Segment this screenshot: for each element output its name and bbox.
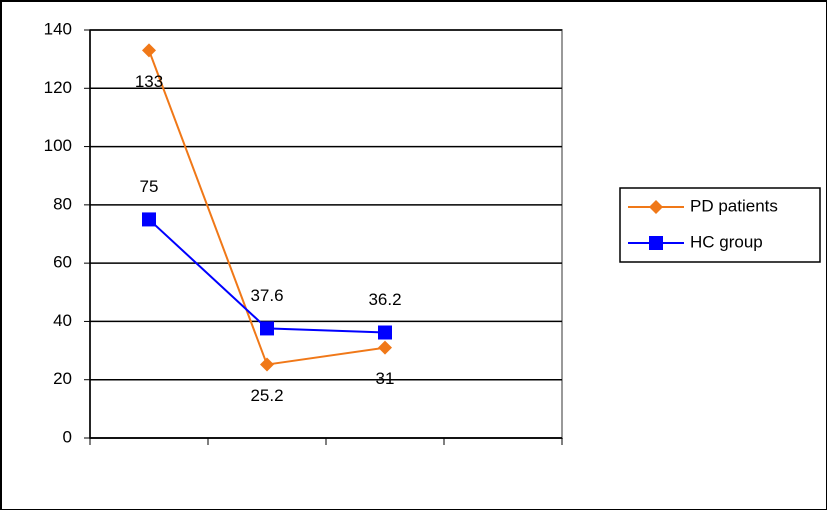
y-tick-label: 40: [53, 311, 72, 330]
chart: 0 20 40 60 80 100 120 140 133 25.2 31 75 37.6 36.2 PD …: [0, 0, 827, 510]
y-tick-label: 120: [44, 78, 72, 97]
legend-label: HC group: [690, 232, 763, 251]
legend-label: PD patients: [690, 196, 778, 215]
y-tick-label: 60: [53, 253, 72, 272]
y-tick-label: 80: [53, 194, 72, 213]
y-tick-label: 140: [44, 19, 72, 38]
data-label: 133: [135, 72, 163, 91]
data-point: [649, 236, 663, 250]
data-label: 25.2: [250, 386, 283, 405]
y-tick-label: 100: [44, 136, 72, 155]
data-point: [260, 321, 274, 335]
data-label: 36.2: [368, 290, 401, 309]
data-point: [378, 326, 392, 340]
data-label: 31: [376, 369, 395, 388]
data-point: [142, 212, 156, 226]
y-tick-label: 0: [63, 427, 72, 446]
data-label: 75: [140, 177, 159, 196]
y-tick-label: 20: [53, 369, 72, 388]
data-label: 37.6: [250, 286, 283, 305]
